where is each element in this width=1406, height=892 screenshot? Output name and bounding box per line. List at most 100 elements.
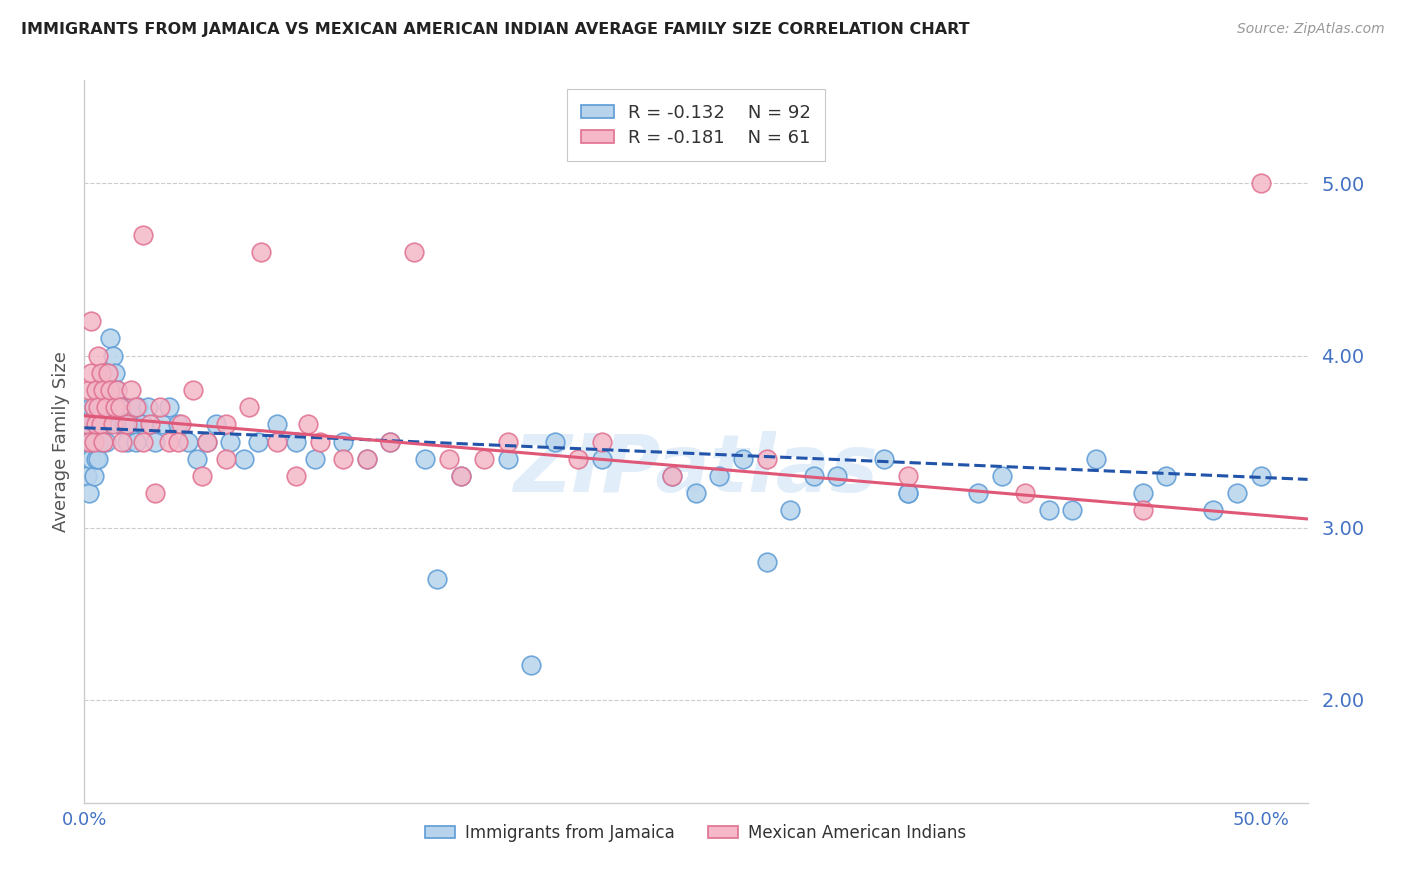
Point xyxy=(437,451,460,466)
Point xyxy=(101,349,124,363)
Point xyxy=(118,417,141,432)
Point xyxy=(755,555,778,569)
Point xyxy=(94,383,117,397)
Point xyxy=(77,486,100,500)
Point xyxy=(380,434,402,449)
Point xyxy=(83,400,105,414)
Point xyxy=(80,314,103,328)
Point xyxy=(157,434,180,449)
Point xyxy=(591,451,613,466)
Point xyxy=(181,383,204,397)
Point xyxy=(115,417,138,432)
Point xyxy=(87,451,110,466)
Point xyxy=(132,228,155,243)
Point xyxy=(1062,503,1084,517)
Y-axis label: Average Family Size: Average Family Size xyxy=(52,351,70,532)
Point xyxy=(76,417,98,432)
Point xyxy=(125,400,148,414)
Point xyxy=(1132,503,1154,517)
Point xyxy=(661,469,683,483)
Point xyxy=(91,434,114,449)
Point xyxy=(238,400,260,414)
Point xyxy=(496,451,519,466)
Point xyxy=(90,434,112,449)
Point xyxy=(87,400,110,414)
Point xyxy=(332,434,354,449)
Point xyxy=(426,572,449,586)
Point xyxy=(1038,503,1060,517)
Point xyxy=(101,383,124,397)
Point xyxy=(450,469,472,483)
Point xyxy=(304,451,326,466)
Point xyxy=(87,349,110,363)
Point xyxy=(873,451,896,466)
Point xyxy=(104,366,127,380)
Point xyxy=(105,383,128,397)
Point xyxy=(87,434,110,449)
Point xyxy=(157,400,180,414)
Point xyxy=(520,658,543,673)
Point xyxy=(83,434,105,449)
Point xyxy=(1132,486,1154,500)
Point xyxy=(84,383,107,397)
Point xyxy=(544,434,567,449)
Point xyxy=(84,417,107,432)
Point xyxy=(661,469,683,483)
Point xyxy=(122,417,145,432)
Legend: Immigrants from Jamaica, Mexican American Indians: Immigrants from Jamaica, Mexican America… xyxy=(419,817,973,848)
Point xyxy=(167,434,190,449)
Point xyxy=(90,417,112,432)
Point xyxy=(98,331,121,345)
Point xyxy=(77,417,100,432)
Point xyxy=(991,469,1014,483)
Point xyxy=(111,400,134,414)
Point xyxy=(91,417,114,432)
Point xyxy=(150,417,173,432)
Point xyxy=(132,434,155,449)
Point xyxy=(1202,503,1225,517)
Point xyxy=(356,451,378,466)
Point xyxy=(84,383,107,397)
Point xyxy=(90,417,112,432)
Point xyxy=(84,451,107,466)
Point xyxy=(233,451,256,466)
Point xyxy=(120,383,142,397)
Point xyxy=(94,400,117,414)
Point xyxy=(76,469,98,483)
Point xyxy=(332,451,354,466)
Point xyxy=(101,417,124,432)
Point xyxy=(120,400,142,414)
Point xyxy=(285,434,308,449)
Point xyxy=(897,469,920,483)
Point xyxy=(205,417,228,432)
Point xyxy=(247,434,270,449)
Point xyxy=(143,434,166,449)
Point xyxy=(80,366,103,380)
Point xyxy=(803,469,825,483)
Point xyxy=(97,417,120,432)
Point xyxy=(105,383,128,397)
Point xyxy=(132,417,155,432)
Point xyxy=(90,383,112,397)
Point xyxy=(108,417,131,432)
Point xyxy=(266,417,288,432)
Point xyxy=(195,434,218,449)
Point xyxy=(214,417,236,432)
Point xyxy=(149,400,172,414)
Point xyxy=(380,434,402,449)
Point xyxy=(1250,469,1272,483)
Point xyxy=(127,400,149,414)
Point xyxy=(112,417,135,432)
Point xyxy=(755,451,778,466)
Point xyxy=(91,400,114,414)
Point xyxy=(472,451,495,466)
Point xyxy=(87,400,110,414)
Point xyxy=(1250,177,1272,191)
Point xyxy=(104,400,127,414)
Point xyxy=(80,451,103,466)
Point xyxy=(115,434,138,449)
Text: ZIPatlas: ZIPatlas xyxy=(513,432,879,509)
Point xyxy=(108,400,131,414)
Point xyxy=(97,366,120,380)
Point xyxy=(77,383,100,397)
